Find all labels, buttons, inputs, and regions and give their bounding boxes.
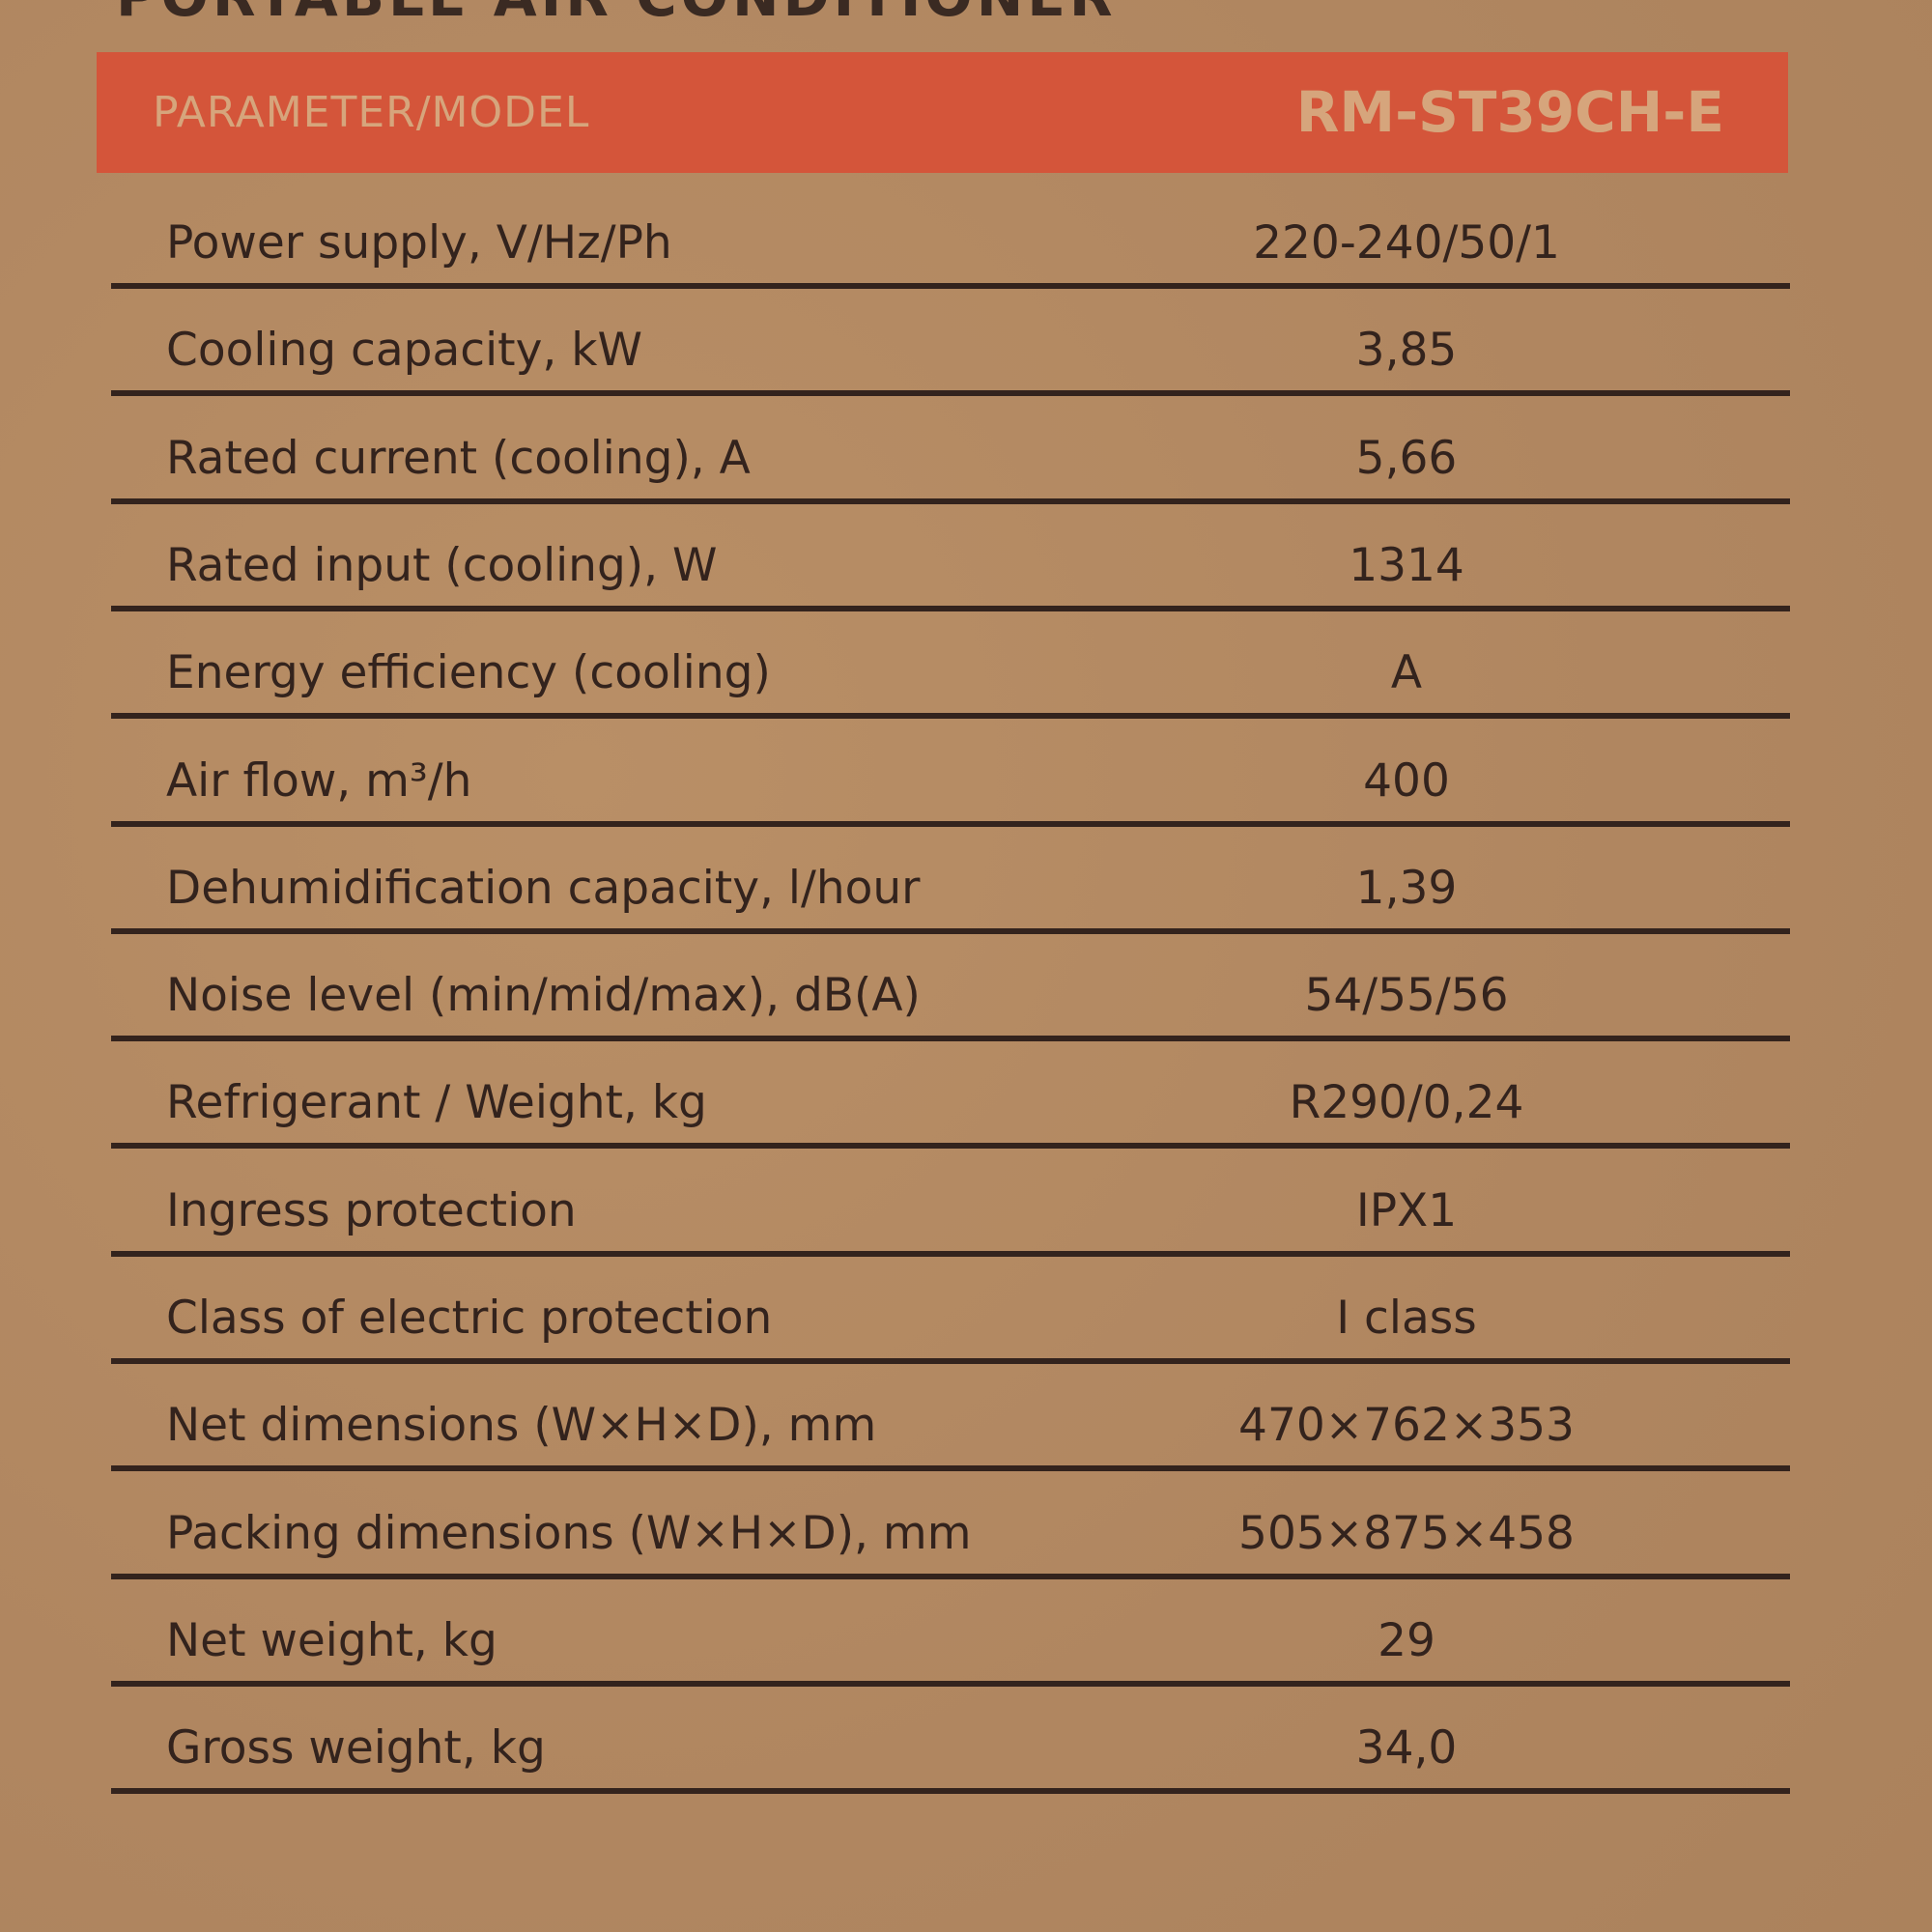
row-label: Ingress protection	[166, 1183, 577, 1237]
row-value: 1314	[1349, 538, 1464, 592]
row-value: I class	[1336, 1292, 1477, 1345]
row-value: 5,66	[1355, 431, 1458, 485]
table-row: Packing dimensions (W×H×D), mm 505×875×45…	[111, 1466, 1790, 1579]
header-param: PARAMETER/MODEL	[153, 88, 590, 137]
table-row: Energy efficiency (cooling) A	[111, 606, 1790, 720]
row-label: Packing dimensions (W×H×D), mm	[166, 1506, 972, 1560]
row-label: Rated current (cooling), A	[166, 431, 751, 485]
table-row: Gross weight, kg 34,0	[111, 1681, 1790, 1795]
row-label: Cooling capacity, kW	[166, 324, 642, 378]
table-row: Class of electric protection I class	[111, 1251, 1790, 1364]
row-value: A	[1390, 646, 1423, 700]
row-label: Net dimensions (W×H×D), mm	[166, 1399, 877, 1453]
table-row: Air flow, m³/h 400	[111, 714, 1790, 827]
table-row: Net weight, kg 29	[111, 1574, 1790, 1687]
table-row: Rated current (cooling), A 5,66	[111, 391, 1790, 504]
row-label: Air flow, m³/h	[166, 753, 472, 808]
row-value: 1,39	[1355, 861, 1458, 915]
table-row: Net dimensions (W×H×D), mm 470×762×353	[111, 1358, 1790, 1472]
table-row: Dehumidification capacity, l/hour 1,39	[111, 821, 1790, 934]
table-row: Refrigerant / Weight, kg R290/0,24	[111, 1036, 1790, 1150]
row-value: IPX1	[1355, 1183, 1458, 1237]
row-value: 3,85	[1355, 324, 1458, 378]
row-value: 29	[1378, 1613, 1435, 1667]
row-value: 220-240/50/1	[1253, 216, 1560, 270]
table-row: Cooling capacity, kW 3,85	[111, 283, 1790, 397]
row-label: Energy efficiency (cooling)	[166, 646, 771, 700]
row-value: 54/55/56	[1304, 969, 1509, 1023]
header-model: RM-ST39CH-E	[1295, 79, 1724, 145]
row-label: Noise level (min/mid/max), dB(A)	[166, 969, 921, 1023]
row-label: Gross weight, kg	[166, 1721, 546, 1776]
row-label: Net weight, kg	[166, 1613, 497, 1667]
row-label: Rated input (cooling), W	[166, 538, 718, 592]
row-label: Dehumidification capacity, l/hour	[166, 861, 921, 915]
row-value: 34,0	[1355, 1721, 1458, 1776]
table-header: PARAMETER/MODEL RM-ST39CH-E	[97, 52, 1788, 173]
table-row: Noise level (min/mid/max), dB(A) 54/55/56	[111, 928, 1790, 1042]
row-value: R290/0,24	[1289, 1076, 1524, 1130]
row-label: Power supply, V/Hz/Ph	[166, 216, 672, 270]
table-row: Power supply, V/Hz/Ph 220-240/50/1	[111, 176, 1790, 289]
page-title: PORTABLE AIR CONDITIONER	[116, 0, 1117, 29]
row-value: 505×875×458	[1238, 1506, 1575, 1560]
row-label: Class of electric protection	[166, 1292, 773, 1345]
row-label: Refrigerant / Weight, kg	[166, 1076, 707, 1130]
table-row: Ingress protection IPX1	[111, 1144, 1790, 1257]
row-value: 400	[1363, 753, 1450, 808]
table-row: Rated input (cooling), W 1314	[111, 498, 1790, 611]
row-value: 470×762×353	[1238, 1399, 1575, 1453]
